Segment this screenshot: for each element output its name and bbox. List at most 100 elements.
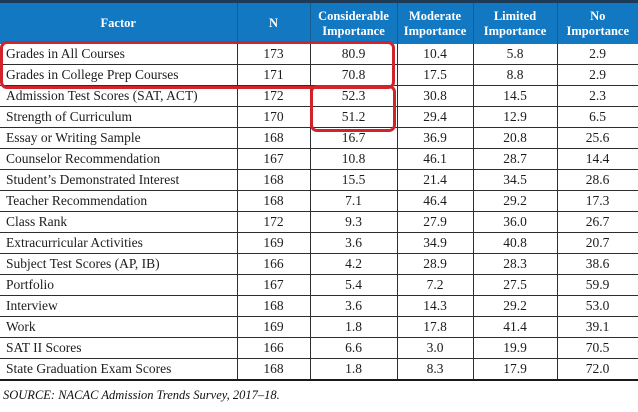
value-cell: 20.8 [472,127,557,149]
value-cell: 52.3 [309,85,397,107]
value-cell: 3.6 [309,295,397,317]
value-cell: 14.5 [472,85,557,107]
value-cell: 14.3 [396,295,473,317]
factor-cell: Student’s Demonstrated Interest [0,169,237,191]
value-cell: 5.8 [472,44,557,65]
value-cell: 9.3 [309,211,397,233]
table-row: Portfolio 167 5.4 7.2 27.5 59.9 [0,274,638,296]
value-cell: 172 [236,85,310,107]
value-cell: 70.5 [556,337,638,359]
value-cell: 26.7 [556,211,638,233]
factor-cell: Essay or Writing Sample [0,127,237,149]
table-row: Extracurricular Activities 169 3.6 34.9 40.8… [0,232,638,254]
value-cell: 40.8 [472,232,557,254]
table-row: Grades in College Prep Courses 171 70.8 17.… [0,64,638,86]
column-header-factor: Factor [0,1,237,44]
table-row: Work 169 1.8 17.8 41.4 39.1 [0,316,638,338]
column-header-n: N [236,1,310,44]
value-cell: 12.9 [472,106,557,128]
value-cell: 19.9 [472,337,557,359]
value-cell: 5.4 [309,274,397,296]
value-cell: 10.4 [396,44,473,65]
value-cell: 17.8 [396,316,473,338]
value-cell: 7.2 [396,274,473,296]
value-cell: 46.1 [396,148,473,170]
value-cell: 7.1 [309,190,397,212]
value-cell: 17.5 [396,64,473,86]
factor-cell: Interview [0,295,237,317]
header-row: Factor N Considerable Importance Moderate I… [0,1,638,44]
admission-factors-table: Factor N Considerable Importance Moderate I… [0,0,638,381]
column-header-limited: Limited Importance [472,1,557,44]
value-cell: 168 [236,295,310,317]
column-header-considerable: Considerable Importance [309,1,397,44]
table-body: Grades in All Courses 173 80.9 10.4 5.8 2.9 Gr… [0,44,638,381]
value-cell: 16.7 [309,127,397,149]
factor-cell: Admission Test Scores (SAT, ACT) [0,85,237,107]
value-cell: 30.8 [396,85,473,107]
value-cell: 2.9 [556,64,638,86]
value-cell: 169 [236,232,310,254]
value-cell: 166 [236,337,310,359]
value-cell: 21.4 [396,169,473,191]
value-cell: 6.5 [556,106,638,128]
value-cell: 29.4 [396,106,473,128]
factor-cell: SAT II Scores [0,337,237,359]
value-cell: 17.9 [472,358,557,381]
value-cell: 39.1 [556,316,638,338]
value-cell: 8.3 [396,358,473,381]
value-cell: 168 [236,358,310,381]
value-cell: 10.8 [309,148,397,170]
value-cell: 6.6 [309,337,397,359]
value-cell: 8.8 [472,64,557,86]
value-cell: 173 [236,44,310,65]
value-cell: 3.6 [309,232,397,254]
value-cell: 2.3 [556,85,638,107]
value-cell: 167 [236,274,310,296]
value-cell: 80.9 [309,44,397,65]
value-cell: 59.9 [556,274,638,296]
value-cell: 36.0 [472,211,557,233]
value-cell: 51.2 [309,106,397,128]
source-note: SOURCE: NACAC Admission Trends Survey, 2… [3,388,280,402]
factor-cell: Work [0,316,237,338]
factor-cell: Grades in College Prep Courses [0,64,237,86]
table-row: Strength of Curriculum 170 51.2 29.4 12.9 6.5 [0,106,638,128]
value-cell: 2.9 [556,44,638,65]
table-row: Teacher Recommendation 168 7.1 46.4 29.2 17.3 [0,190,638,212]
value-cell: 70.8 [309,64,397,86]
factor-cell: Teacher Recommendation [0,190,237,212]
value-cell: 38.6 [556,253,638,275]
value-cell: 29.2 [472,295,557,317]
factor-cell: Extracurricular Activities [0,232,237,254]
value-cell: 20.7 [556,232,638,254]
value-cell: 72.0 [556,358,638,381]
value-cell: 25.6 [556,127,638,149]
value-cell: 28.3 [472,253,557,275]
value-cell: 14.4 [556,148,638,170]
factor-cell: Grades in All Courses [0,44,237,65]
factor-cell: State Graduation Exam Scores [0,358,237,381]
table-row: Counselor Recommendation 167 10.8 46.1 28.7 1… [0,148,638,170]
table-header: Factor N Considerable Importance Moderate I… [0,1,638,44]
value-cell: 15.5 [309,169,397,191]
value-cell: 168 [236,127,310,149]
value-cell: 166 [236,253,310,275]
factor-cell: Class Rank [0,211,237,233]
column-header-no: No Importance [556,1,638,44]
value-cell: 168 [236,190,310,212]
value-cell: 27.5 [472,274,557,296]
table-row: State Graduation Exam Scores 168 1.8 8.3 17.… [0,358,638,381]
value-cell: 28.7 [472,148,557,170]
value-cell: 28.6 [556,169,638,191]
factor-cell: Strength of Curriculum [0,106,237,128]
table-row: Interview 168 3.6 14.3 29.2 53.0 [0,295,638,317]
column-header-moderate: Moderate Importance [396,1,473,44]
factor-cell: Counselor Recommendation [0,148,237,170]
table-row: Grades in All Courses 173 80.9 10.4 5.8 2.9 [0,44,638,65]
value-cell: 36.9 [396,127,473,149]
value-cell: 3.0 [396,337,473,359]
factor-cell: Subject Test Scores (AP, IB) [0,253,237,275]
value-cell: 4.2 [309,253,397,275]
